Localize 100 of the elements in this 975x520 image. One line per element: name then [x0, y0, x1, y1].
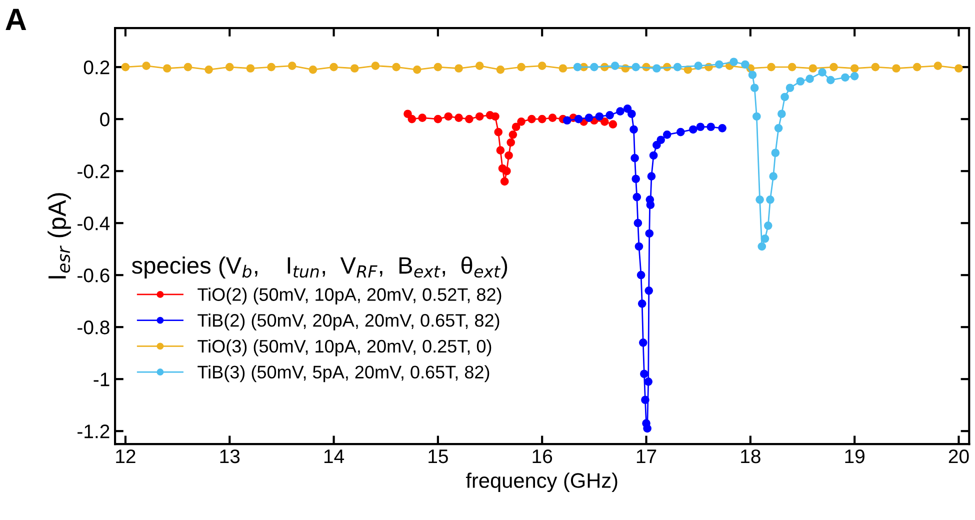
point	[508, 130, 518, 139]
point	[673, 62, 682, 72]
point	[548, 114, 557, 122]
point	[640, 370, 648, 378]
point	[496, 66, 505, 74]
point	[517, 118, 526, 126]
point	[634, 218, 642, 228]
x-tick-label: 20	[948, 449, 969, 464]
point	[676, 128, 685, 136]
point	[623, 104, 632, 113]
point	[767, 62, 776, 72]
point	[649, 151, 658, 160]
point	[954, 64, 963, 73]
point	[638, 338, 648, 347]
point	[630, 125, 638, 134]
point	[643, 424, 652, 433]
point	[694, 62, 703, 70]
y-tick-label: -0.8	[78, 320, 110, 334]
point	[778, 110, 786, 118]
point	[465, 114, 474, 124]
point	[826, 76, 835, 84]
point	[741, 60, 750, 69]
point	[628, 110, 636, 118]
point	[850, 64, 859, 73]
point	[645, 229, 654, 238]
point	[204, 66, 213, 74]
point	[330, 62, 338, 72]
point	[454, 114, 463, 122]
point	[638, 300, 646, 308]
x-tick-label: 13	[220, 449, 240, 464]
point	[494, 128, 503, 136]
point	[662, 130, 672, 139]
point	[760, 234, 770, 243]
point	[371, 62, 380, 70]
point	[644, 286, 654, 295]
point	[764, 222, 772, 230]
point	[616, 107, 624, 116]
point	[656, 136, 666, 144]
point	[475, 112, 484, 121]
text: A	[6, 8, 26, 30]
x-tick-label: 16	[532, 449, 552, 464]
y-tick-label: -1	[94, 372, 110, 386]
point	[288, 62, 296, 70]
point	[630, 154, 639, 162]
x-tick-label: 17	[636, 450, 656, 464]
point	[454, 64, 463, 73]
point	[608, 120, 618, 128]
point	[504, 151, 513, 160]
x-axis-title: frequency (GHz)	[466, 472, 618, 492]
point	[162, 64, 172, 73]
x-tick-label: 14	[324, 450, 344, 464]
point	[562, 116, 572, 125]
point	[766, 196, 774, 204]
point	[769, 172, 778, 180]
point	[121, 62, 130, 72]
point	[517, 62, 526, 72]
point	[934, 62, 942, 70]
point	[771, 148, 780, 158]
point	[475, 62, 484, 70]
y-tick-label: -0.2	[78, 164, 110, 178]
point	[412, 66, 422, 74]
x-tick-label: 18	[741, 449, 760, 464]
point	[850, 72, 859, 80]
legend-label: TiB(3) (50mV, 5pA, 20mV, 0.65T, 82)	[198, 365, 490, 382]
point	[632, 192, 642, 202]
y-tick-label: 0.2	[84, 60, 110, 74]
point	[500, 177, 509, 186]
y-tick-label: -0.6	[78, 268, 110, 282]
point	[818, 68, 826, 76]
point	[871, 62, 880, 72]
point	[806, 74, 814, 83]
point	[308, 66, 318, 74]
x-tick-label: 12	[116, 449, 136, 464]
point	[808, 64, 818, 73]
point	[750, 84, 759, 92]
point	[606, 111, 614, 120]
point	[558, 64, 568, 73]
text: species (V$_{b}$, I$_{tun}$, V$_{RF}$, B$_{ext}$, θ$_{ext}$)	[132, 256, 508, 278]
point	[774, 124, 783, 132]
legend-label: TiO(3) (50mV, 10pA, 20mV, 0.25T, 0)	[198, 339, 492, 356]
point	[267, 62, 276, 72]
x-tick-label: 15	[428, 450, 448, 464]
point	[225, 62, 234, 72]
point	[590, 62, 598, 72]
point	[696, 122, 705, 132]
point	[434, 114, 442, 124]
point	[444, 112, 453, 121]
point	[796, 77, 805, 86]
point	[788, 62, 796, 72]
x-tick-label: 19	[845, 449, 864, 464]
y-tick-label: 0	[100, 112, 110, 126]
point	[748, 70, 757, 80]
y-tick-label: -1.2	[78, 424, 110, 438]
y-tick-label: -0.4	[78, 216, 110, 230]
point	[418, 114, 426, 122]
legend-label: TiB(2) (50mV, 20pA, 20mV, 0.65T, 82)	[198, 314, 500, 330]
point	[184, 62, 192, 72]
point	[404, 110, 412, 118]
point	[502, 166, 511, 176]
point	[350, 64, 359, 73]
